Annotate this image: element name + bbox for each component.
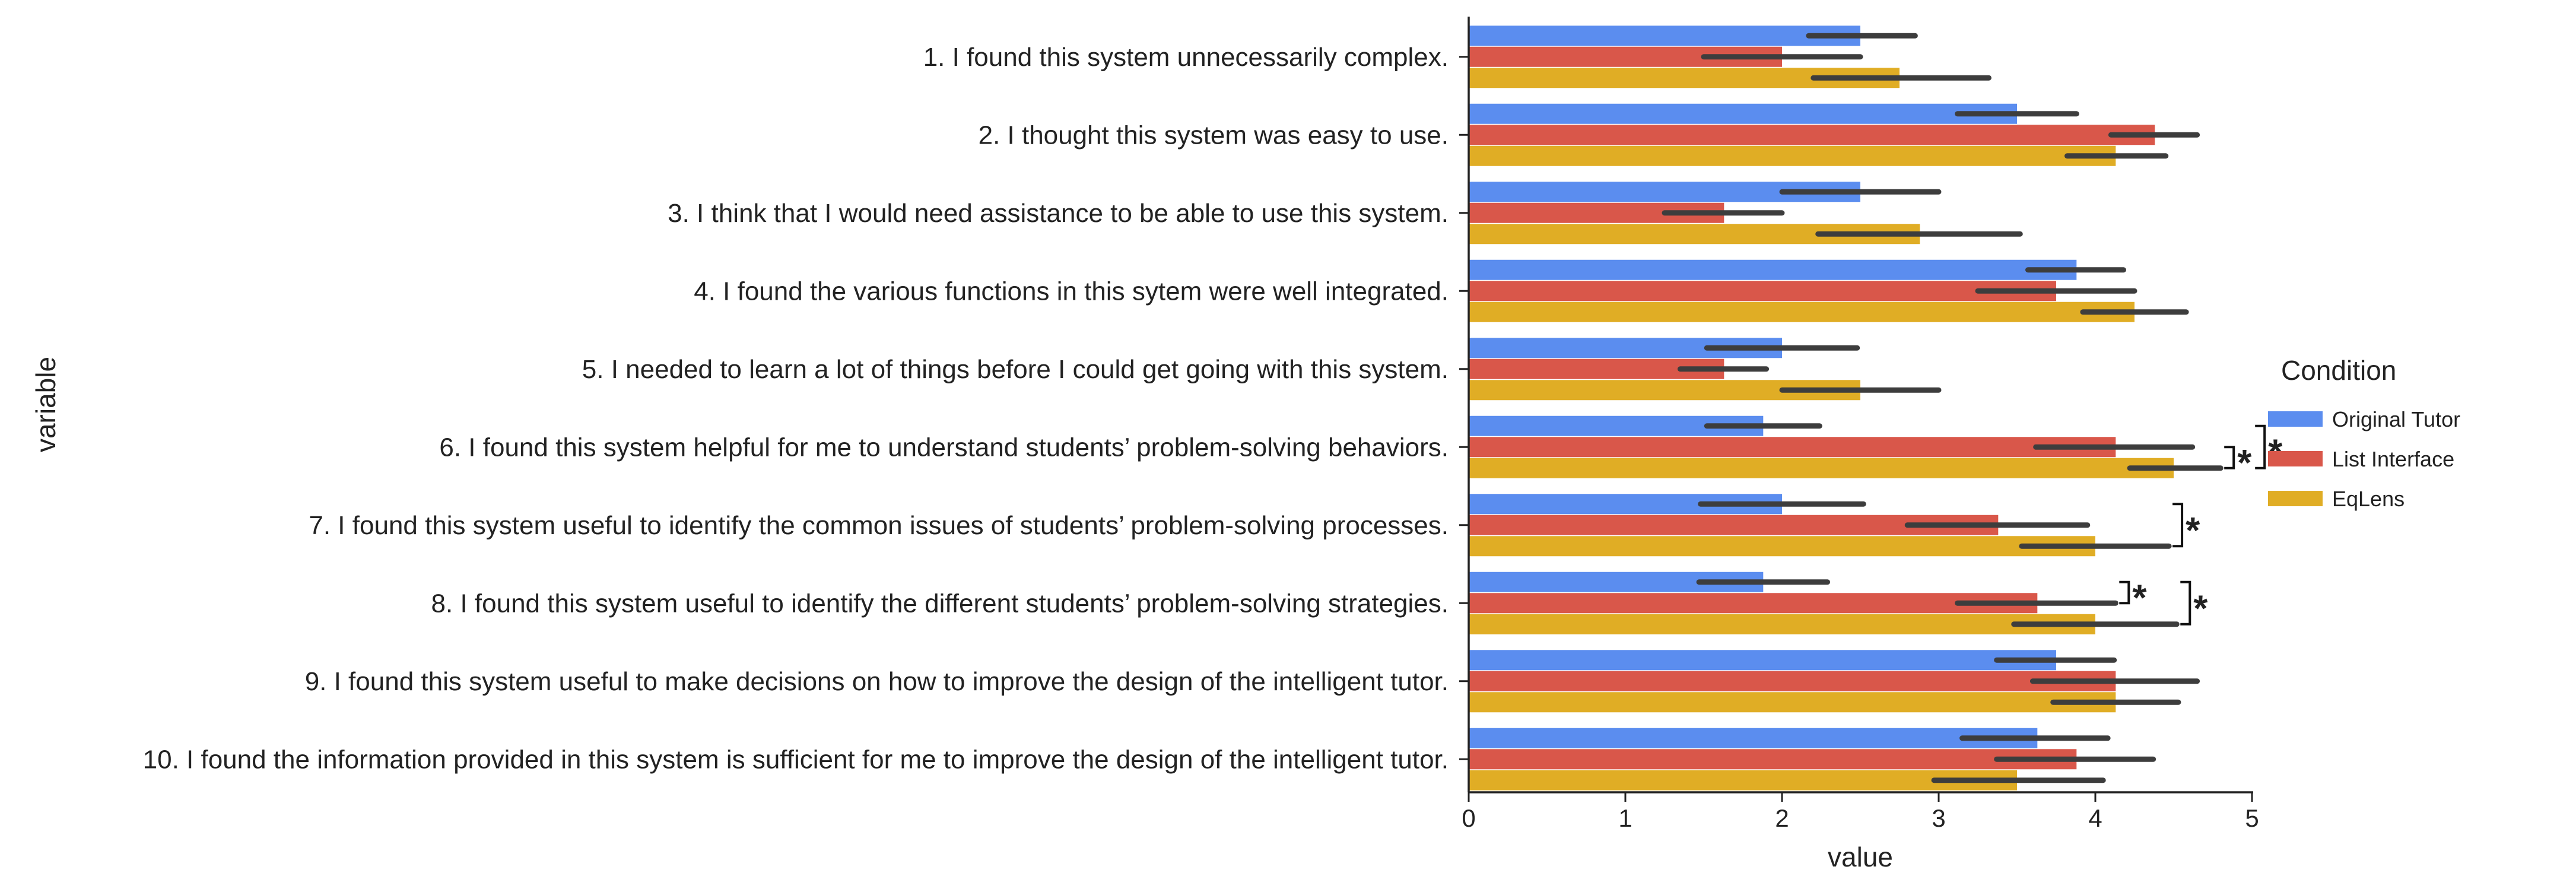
bar <box>1469 536 2095 557</box>
significance-star: * <box>2132 578 2147 619</box>
bar <box>1469 145 2116 166</box>
x-tick-label: 0 <box>1462 804 1475 832</box>
bar <box>1469 259 2077 280</box>
bar <box>1469 103 2017 124</box>
bar <box>1469 728 2038 748</box>
bar <box>1469 650 2056 671</box>
bar <box>1469 749 2077 770</box>
bar <box>1469 770 2017 791</box>
bar <box>1469 437 2116 458</box>
x-tick-label: 5 <box>2245 804 2259 832</box>
category-label: 10. I found the information provided in … <box>143 745 1449 774</box>
bar <box>1469 593 2038 614</box>
bar <box>1469 614 2095 634</box>
x-tick-label: 4 <box>2088 804 2102 832</box>
significance-bracket <box>2255 424 2266 469</box>
bar <box>1469 692 2116 713</box>
legend-label: List Interface <box>2332 447 2454 471</box>
bar <box>1469 281 2056 301</box>
category-label: 9. I found this system useful to make de… <box>305 667 1449 696</box>
category-label: 5. I needed to learn a lot of things bef… <box>582 355 1449 384</box>
bar <box>1469 26 1860 46</box>
significance-bracket <box>2119 580 2130 605</box>
legend-swatch <box>2268 411 2323 427</box>
bar <box>1469 125 2155 145</box>
legend-title: Condition <box>2281 355 2396 386</box>
significance-star: * <box>2237 443 2252 484</box>
significance-star: * <box>2193 588 2208 629</box>
category-label: 6. I found this system helpful for me to… <box>439 433 1449 462</box>
significance-star: * <box>2186 510 2200 551</box>
category-label: 4. I found the various functions in this… <box>694 277 1449 306</box>
category-label: 3. I think that I would need assistance … <box>668 199 1449 228</box>
significance-bracket <box>2180 580 2191 626</box>
x-tick-label: 2 <box>1775 804 1789 832</box>
x-axis-title: value <box>1828 842 1893 872</box>
legend-swatch <box>2268 451 2323 466</box>
legend-swatch <box>2268 491 2323 506</box>
significance-bracket <box>2172 503 2184 548</box>
y-axis-title: variable <box>30 357 61 452</box>
significance-bracket <box>2224 446 2235 469</box>
bar <box>1469 671 2116 691</box>
bar <box>1469 301 2135 322</box>
category-label: 2. I thought this system was easy to use… <box>979 120 1449 150</box>
bar <box>1469 458 2174 478</box>
category-label: 1. I found this system unnecessarily com… <box>923 43 1449 72</box>
x-tick-label: 1 <box>1618 804 1632 832</box>
category-label: 8. I found this system useful to identif… <box>431 589 1449 618</box>
x-tick-label: 3 <box>1932 804 1945 832</box>
legend-label: EqLens <box>2332 487 2405 511</box>
legend-label: Original Tutor <box>2332 407 2460 431</box>
category-label: 7. I found this system useful to identif… <box>309 511 1449 540</box>
